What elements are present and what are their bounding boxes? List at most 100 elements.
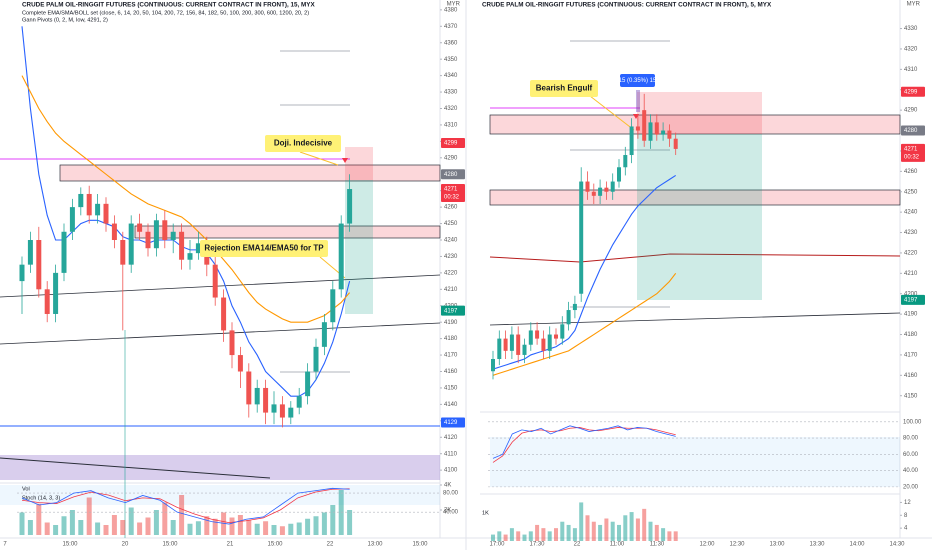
volume-bar <box>27 520 33 535</box>
volume-bar <box>103 525 109 535</box>
price-tag <box>441 305 465 316</box>
candle-body <box>237 355 243 372</box>
trend-line <box>0 274 441 298</box>
annotation-text: Doji. Indecisive <box>274 139 333 148</box>
y-tick-label: 4260 <box>904 169 918 175</box>
volume-bar <box>153 510 159 535</box>
stoch-line <box>492 425 676 459</box>
candle-body <box>585 181 590 192</box>
volume-bar <box>305 518 311 535</box>
x-tick-label: 22 <box>574 542 581 548</box>
y-tick-label: 4180 <box>904 332 918 338</box>
x-tick-label: 11:00 <box>610 542 625 548</box>
volume-tick-label: 8 <box>904 513 908 519</box>
volume-bar <box>572 528 577 541</box>
volume-bar <box>547 531 552 541</box>
volume-bar <box>635 518 640 541</box>
volume-bar <box>229 517 235 535</box>
y-tick-label: 4380 <box>444 7 458 13</box>
volume-bar <box>271 525 277 535</box>
volume-bar <box>179 495 185 535</box>
y-tick-label: 4200 <box>904 291 918 297</box>
indicator-label: Complete EMA/SMA/BOLL set (close, 6, 14,… <box>22 10 309 16</box>
callout-pointer <box>299 151 339 166</box>
candle-body <box>321 322 327 347</box>
candle-body <box>195 243 201 254</box>
callout-pointer <box>589 95 635 131</box>
volume-tick-label: 12 <box>904 500 911 506</box>
volume-bar <box>86 497 92 535</box>
volume-bar <box>516 531 521 541</box>
volume-bar <box>604 518 609 541</box>
moving-average <box>21 26 351 397</box>
price-tag-label: 4299 <box>904 89 918 95</box>
volume-bar <box>279 526 285 535</box>
volume-bar <box>629 512 634 541</box>
candle-body <box>137 223 143 232</box>
candle-body <box>604 187 609 192</box>
candle-body <box>516 334 521 355</box>
x-tick-label: 7 <box>3 542 7 548</box>
stoch-label: Stoch (14, 3, 3) <box>22 495 60 501</box>
y-tick-label: 4240 <box>444 238 458 244</box>
candle-body <box>579 181 584 294</box>
x-tick-label: 14:00 <box>849 542 865 548</box>
x-tick-label: 13:30 <box>809 542 825 548</box>
y-tick-label: 4320 <box>904 47 918 53</box>
price-tag <box>441 138 465 149</box>
candle-body <box>86 193 92 216</box>
stoch-tick-label: 60.00 <box>903 452 919 458</box>
volume-bar <box>61 516 67 535</box>
volume-bar <box>673 531 678 541</box>
annotation-box <box>620 74 655 87</box>
candle-body <box>120 240 126 265</box>
candle-body <box>111 223 117 240</box>
candle-body <box>566 310 571 325</box>
stoch-line <box>21 487 350 525</box>
y-tick-label: 4230 <box>444 254 458 260</box>
candle-body <box>162 220 168 240</box>
stoch-tick-label: 80.00 <box>443 491 459 497</box>
candle-body <box>95 203 101 216</box>
price-tag-label: 4280 <box>904 128 918 134</box>
x-tick-label: 20 <box>122 542 129 548</box>
y-tick-label: 4330 <box>904 26 918 32</box>
candle-body <box>263 387 269 413</box>
countdown-label: 00:32 <box>444 195 460 201</box>
x-tick-label: 17:00 <box>489 542 505 548</box>
trend-line <box>0 322 441 345</box>
volume-bar <box>36 503 42 535</box>
y-tick-label: 4190 <box>444 320 458 326</box>
volume-bar <box>187 523 193 535</box>
candle-body <box>572 303 577 311</box>
y-tick-label: 4370 <box>444 24 458 30</box>
y-tick-label: 4250 <box>444 221 458 227</box>
stoch-line <box>21 488 350 524</box>
candle-body <box>44 289 50 314</box>
y-tick-label: 4230 <box>904 230 918 236</box>
volume-bar <box>591 521 596 541</box>
y-tick-label: 4120 <box>444 435 458 441</box>
x-tick-label: 13:00 <box>769 542 785 548</box>
volume-bar <box>321 512 327 535</box>
candle-body <box>170 231 176 240</box>
x-tick-label: 15:00 <box>62 542 78 548</box>
y-tick-label: 4150 <box>904 393 918 399</box>
x-tick-label: 12:30 <box>729 542 745 548</box>
volume-bar <box>162 502 168 535</box>
volume-label: 1K <box>482 510 489 516</box>
candle-body <box>541 338 546 351</box>
measure-bar <box>636 90 640 112</box>
volume-bar <box>347 510 353 535</box>
volume-bar <box>338 490 344 535</box>
volume-bar <box>19 512 25 535</box>
volume-bar <box>221 512 227 535</box>
x-tick-label: 22 <box>327 542 334 548</box>
candle-body <box>69 207 75 232</box>
x-tick-label: 21 <box>227 542 234 548</box>
support-zone <box>134 225 441 239</box>
x-tick-label: 17:30 <box>529 542 545 548</box>
candle-body <box>246 371 252 405</box>
stoch-band <box>490 437 900 487</box>
candle-body <box>654 122 659 135</box>
